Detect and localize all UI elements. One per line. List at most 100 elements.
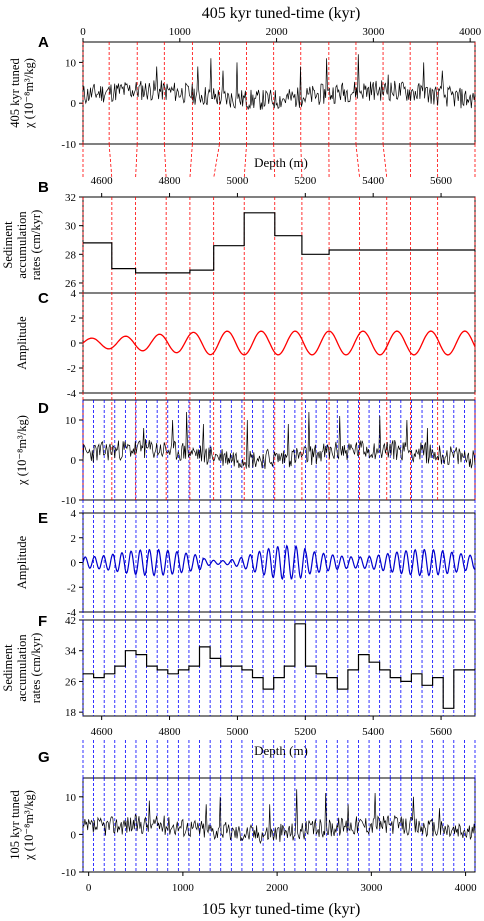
red-link-line	[135, 143, 138, 179]
ylabel-line-C: Amplitude	[15, 316, 29, 370]
frame-c	[82, 292, 476, 394]
y-tick-label-G: 10	[65, 792, 77, 804]
y-tick-label-C: 2	[71, 313, 77, 325]
panel-f: F	[38, 613, 476, 717]
y-tick-label-E: 2	[71, 533, 77, 545]
depth-tick-label-B: 4600	[91, 175, 114, 187]
y-tick-label-D: 10	[65, 415, 77, 427]
panel-g: G	[38, 749, 476, 873]
series-line-D	[82, 411, 476, 469]
series-line-A	[82, 54, 476, 110]
ylabel-D: χ (10⁻⁸m³/kg)	[15, 415, 29, 486]
ylabel-C: Amplitude	[15, 316, 29, 370]
panel-letter-e: E	[38, 510, 48, 527]
filtered-405-line	[82, 330, 476, 356]
depth-tick-label-B: 5200	[294, 175, 317, 187]
panel-letter-c: C	[38, 290, 49, 307]
y-tick-label-F: 34	[65, 646, 77, 658]
x-tick-label-A: 3000	[362, 26, 385, 38]
red-link-line	[243, 143, 247, 179]
red-link-line	[300, 143, 303, 179]
frame-e	[82, 512, 476, 613]
depth-tick-label-B: 5600	[430, 175, 453, 187]
depth-tick-label-B: 5000	[226, 175, 249, 187]
depth-tick-label-F: 5000	[226, 726, 249, 738]
y-tick-label-E: 0	[71, 558, 77, 570]
y-tick-label-B: 32	[65, 192, 76, 204]
depth-tick-label-F: 4800	[159, 726, 182, 738]
panel-letter-d: D	[38, 400, 49, 417]
depth-title-1: Depth (m)	[254, 155, 308, 170]
sar-step-line-b	[83, 212, 475, 274]
bottom-axis-title: 105 kyr tuned-time (kyr)	[202, 901, 361, 918]
y-tick-label-F: 42	[65, 615, 76, 627]
y-tick-label-F: 26	[65, 676, 77, 688]
ylabel-line-D: χ (10⁻⁸m³/kg)	[15, 415, 29, 486]
ylabel-E: Amplitude	[15, 535, 29, 589]
y-tick-label-E: -4	[67, 607, 77, 619]
ylabel-line-B: Sediment	[1, 221, 15, 269]
y-tick-label-B: 30	[65, 221, 77, 233]
x-tick-label-A: 0	[80, 26, 86, 38]
ylabel-line-F: Sediment	[1, 644, 15, 692]
y-tick-label-B: 28	[65, 249, 77, 261]
x-tick-label-G: 2000	[266, 882, 289, 894]
y-tick-label-D: 0	[71, 455, 77, 467]
x-tick-label-G: 1000	[172, 882, 195, 894]
x-tick-label-A: 4000	[459, 26, 482, 38]
depth-tick-label-F: 5400	[362, 726, 385, 738]
red-link-line	[213, 143, 220, 179]
frame-b	[82, 196, 476, 294]
top-axis-title: 405 kyr tuned-time (kyr)	[202, 5, 361, 22]
filtered-105-line	[82, 544, 475, 580]
y-tick-label-G: 0	[71, 829, 77, 841]
ylabel-A: 405 kyr tuned χ (10⁻⁸m³/kg)	[8, 58, 36, 129]
depth-tick-label-B: 4800	[159, 175, 182, 187]
ylabel-F: Sediment accumulation rates (cm/kyr)	[1, 633, 43, 703]
y-tick-label-E: 4	[71, 508, 77, 520]
y-tick-label-B: 26	[65, 278, 77, 290]
y-tick-label-F: 18	[65, 707, 77, 719]
red-link-line	[355, 143, 361, 179]
panel-letter-b: B	[38, 179, 49, 196]
panel-b: B	[38, 179, 476, 294]
depth-tick-label-B: 5400	[362, 175, 385, 187]
red-link-line	[189, 143, 193, 179]
y-tick-label-C: 4	[71, 288, 77, 300]
x-tick-label-A: 1000	[169, 26, 192, 38]
ylabel-line-E: Amplitude	[15, 535, 29, 589]
y-tick-label-E: -2	[67, 582, 76, 594]
panel-a: A	[38, 34, 476, 145]
y-tick-label-A: 0	[71, 98, 77, 110]
panel-c: C	[38, 290, 476, 394]
frame-g	[82, 777, 476, 873]
y-tick-label-C: -4	[67, 388, 77, 400]
y-tick-label-C: 0	[71, 338, 77, 350]
y-tick-label-A: -10	[61, 139, 76, 151]
y-tick-label-C: -2	[67, 363, 76, 375]
sar-step-line-f	[83, 623, 475, 709]
x-tick-label-A: 2000	[266, 26, 289, 38]
red-link-line	[273, 143, 276, 179]
ylabel-line-G: 105 kyr tuned	[8, 790, 22, 860]
depth-title-2: Depth (m)	[254, 743, 308, 758]
ylabel-line-B: accumulation	[15, 211, 29, 279]
depth-tick-label-F: 5600	[430, 726, 453, 738]
ylabel-line-A: 405 kyr tuned	[8, 58, 22, 128]
series-line-G	[82, 789, 476, 845]
depth-tick-label-F: 5200	[294, 726, 317, 738]
panel-d: D	[38, 399, 476, 501]
x-tick-label-G: 0	[86, 882, 92, 894]
ylabel-line-A: χ (10⁻⁸m³/kg)	[22, 58, 36, 129]
ylabel-B: Sediment accumulation rates (cm/kyr)	[1, 210, 43, 280]
y-tick-label-D: -10	[61, 495, 76, 507]
red-link-line	[382, 143, 388, 179]
ylabel-line-F: accumulation	[15, 634, 29, 702]
ylabel-line-F: rates (cm/kyr)	[29, 633, 43, 703]
ylabel-line-B: rates (cm/kyr)	[29, 210, 43, 280]
x-tick-label-G: 3000	[360, 882, 383, 894]
panel-letter-g: G	[38, 749, 50, 766]
ylabel-G: 105 kyr tuned χ (10⁻⁸m³/kg)	[8, 790, 36, 861]
